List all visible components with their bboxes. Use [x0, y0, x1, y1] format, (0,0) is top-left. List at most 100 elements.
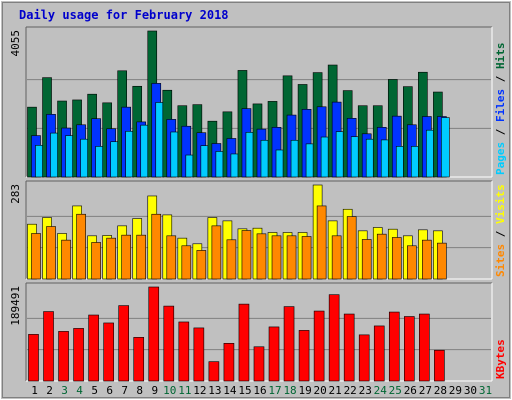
- bar-sites-day-14: [226, 239, 237, 280]
- bar-sites-day-9: [151, 213, 162, 280]
- x-tick-label: 9: [151, 384, 158, 397]
- x-tick-label: 4: [76, 384, 83, 397]
- x-tick-label: 5: [91, 384, 98, 397]
- x-tick-label: 28: [434, 384, 447, 397]
- bar-kbytes-day-20: [313, 310, 325, 382]
- bar-kbytes-day-19: [298, 330, 310, 382]
- x-tick-label: 14: [223, 384, 237, 397]
- bar-sites-day-2: [46, 226, 56, 280]
- bar-kbytes-day-8: [133, 337, 145, 382]
- x-tick-label: 6: [106, 384, 113, 397]
- bar-kbytes-day-12: [193, 327, 205, 382]
- bar-sites-day-7: [121, 234, 131, 280]
- x-tick-label: 1: [31, 384, 38, 397]
- series-labels: KBytes: [494, 339, 507, 379]
- bar-sites-day-25: [391, 237, 402, 280]
- x-tick-label: 3: [61, 384, 68, 397]
- panel-kbytes: 189491 KBytes: [9, 282, 507, 382]
- bar-sites-day-27: [422, 239, 432, 280]
- x-tick-label: 13: [208, 384, 221, 397]
- x-tick-label: 17: [268, 384, 281, 397]
- bar-kbytes-day-17: [268, 326, 280, 382]
- bar-kbytes-day-3: [58, 331, 69, 382]
- x-tick-label: 27: [419, 384, 432, 397]
- bar-kbytes-day-21: [328, 294, 340, 382]
- bar-kbytes-day-15: [238, 303, 250, 382]
- bar-kbytes-day-16: [253, 346, 265, 382]
- series-labels: Pages / Files / Hits: [494, 43, 507, 176]
- bar-sites-day-10: [166, 235, 177, 280]
- bar-kbytes-day-6: [103, 322, 114, 382]
- bar-kbytes-day-7: [118, 305, 129, 382]
- bar-kbytes-day-28: [434, 349, 445, 382]
- x-tick-label: 19: [298, 384, 311, 397]
- bar-sites-day-15: [241, 230, 252, 280]
- bar-sites-day-20: [316, 205, 327, 280]
- bar-sites-day-1: [31, 233, 41, 280]
- x-tick-label: 8: [136, 384, 143, 397]
- bar-kbytes-day-18: [283, 306, 295, 382]
- bar-kbytes-day-26: [404, 316, 415, 382]
- bar-kbytes-day-13: [208, 361, 220, 382]
- series-label-visits: Visits: [494, 184, 507, 224]
- x-tick-label: 22: [344, 384, 357, 397]
- bar-sites-day-21: [331, 235, 342, 280]
- x-axis-tick-labels: 1 2 3 4 5 6 7 8 9 10 11 12 13 14 15 16 17 18 19 20 21 22 23 24 2…: [31, 384, 492, 397]
- y-max-label: 189491: [9, 286, 22, 326]
- bar-sites-day-12: [196, 250, 207, 280]
- x-tick-label: 7: [121, 384, 128, 397]
- bar-sites-day-13: [211, 225, 222, 280]
- x-tick-label: 29: [449, 384, 462, 397]
- x-tick-label: 11: [178, 384, 191, 397]
- series-label-hits: Hits: [494, 43, 507, 70]
- y-max-label: 4055: [9, 30, 22, 57]
- x-tick-label: 26: [404, 384, 417, 397]
- bar-kbytes-day-1: [28, 334, 39, 382]
- bar-kbytes-day-22: [343, 313, 355, 382]
- bar-kbytes-day-14: [223, 342, 235, 382]
- panel-visits-sites: 283 Sites / Visits: [9, 180, 507, 280]
- bar-sites-day-23: [361, 239, 372, 280]
- series-label-separator: /: [494, 69, 507, 89]
- series-label-kbytes: KBytes: [494, 339, 507, 379]
- series-labels: Sites / Visits: [494, 184, 507, 277]
- bar-kbytes-day-9: [148, 286, 160, 382]
- bar-sites-day-11: [181, 245, 192, 280]
- bar-sites-day-24: [376, 233, 387, 280]
- bar-kbytes-day-27: [419, 313, 430, 382]
- bar-sites-day-16: [256, 233, 267, 280]
- x-tick-label: 30: [464, 384, 477, 397]
- series-label-files: Files: [494, 89, 507, 122]
- y-max-label: 283: [9, 184, 22, 204]
- x-tick-label: 10: [163, 384, 176, 397]
- bar-pages-day-28: [441, 117, 450, 178]
- x-tick-label: 12: [193, 384, 206, 397]
- bar-sites-day-3: [61, 239, 71, 280]
- x-tick-label: 24: [374, 384, 388, 397]
- chart-panels: 4055 Pages / Files / Hits 283 Sites / Visit…: [9, 26, 507, 382]
- bar-sites-day-6: [106, 237, 116, 280]
- bar-sites-day-28: [437, 242, 447, 280]
- bar-kbytes-day-2: [43, 311, 54, 382]
- chart-title: Daily usage for February 2018: [19, 8, 229, 22]
- bar-kbytes-day-24: [373, 325, 385, 382]
- bar-sites-day-22: [346, 216, 357, 280]
- bar-sites-day-5: [91, 242, 101, 280]
- x-tick-label: 21: [329, 384, 342, 397]
- x-tick-label: 20: [314, 384, 327, 397]
- series-label-pages: Pages: [494, 142, 507, 175]
- bar-kbytes-day-4: [73, 328, 84, 382]
- x-tick-label: 25: [389, 384, 402, 397]
- bar-kbytes-day-23: [358, 334, 370, 382]
- bar-sites-day-8: [136, 234, 147, 280]
- x-tick-label: 18: [283, 384, 296, 397]
- bar-kbytes-day-10: [163, 305, 175, 382]
- bar-kbytes-day-5: [88, 314, 99, 382]
- bar-sites-day-4: [76, 213, 86, 280]
- x-tick-label: 23: [359, 384, 372, 397]
- series-label-sites: Sites: [494, 244, 507, 277]
- x-tick-label: 15: [238, 384, 251, 397]
- series-label-separator: /: [494, 122, 507, 142]
